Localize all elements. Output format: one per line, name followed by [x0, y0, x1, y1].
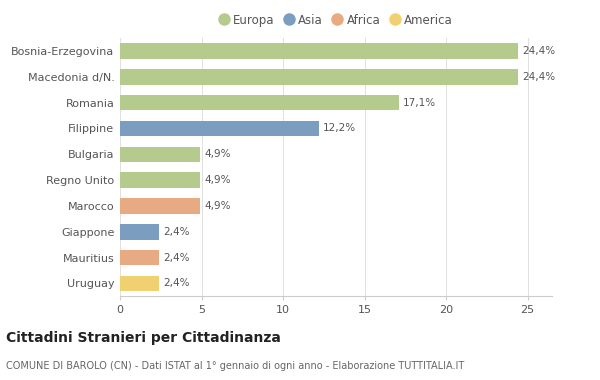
Text: 2,4%: 2,4%	[163, 227, 190, 237]
Bar	[120, 95, 399, 110]
Text: 2,4%: 2,4%	[163, 279, 190, 288]
Text: COMUNE DI BAROLO (CN) - Dati ISTAT al 1° gennaio di ogni anno - Elaborazione TUT: COMUNE DI BAROLO (CN) - Dati ISTAT al 1°…	[6, 361, 464, 371]
Text: 4,9%: 4,9%	[204, 149, 230, 159]
Text: 2,4%: 2,4%	[163, 253, 190, 263]
Bar	[120, 121, 319, 136]
Bar	[120, 250, 159, 265]
Bar	[120, 147, 200, 162]
Bar	[120, 224, 159, 239]
Legend: Europa, Asia, Africa, America: Europa, Asia, Africa, America	[219, 14, 453, 27]
Bar	[120, 198, 200, 214]
Text: 17,1%: 17,1%	[403, 98, 436, 108]
Bar	[120, 69, 518, 84]
Bar	[120, 276, 159, 291]
Text: 12,2%: 12,2%	[323, 124, 356, 133]
Text: 24,4%: 24,4%	[522, 72, 555, 82]
Text: 4,9%: 4,9%	[204, 201, 230, 211]
Text: 24,4%: 24,4%	[522, 46, 555, 56]
Bar	[120, 43, 518, 59]
Text: 4,9%: 4,9%	[204, 175, 230, 185]
Bar	[120, 173, 200, 188]
Text: Cittadini Stranieri per Cittadinanza: Cittadini Stranieri per Cittadinanza	[6, 331, 281, 345]
